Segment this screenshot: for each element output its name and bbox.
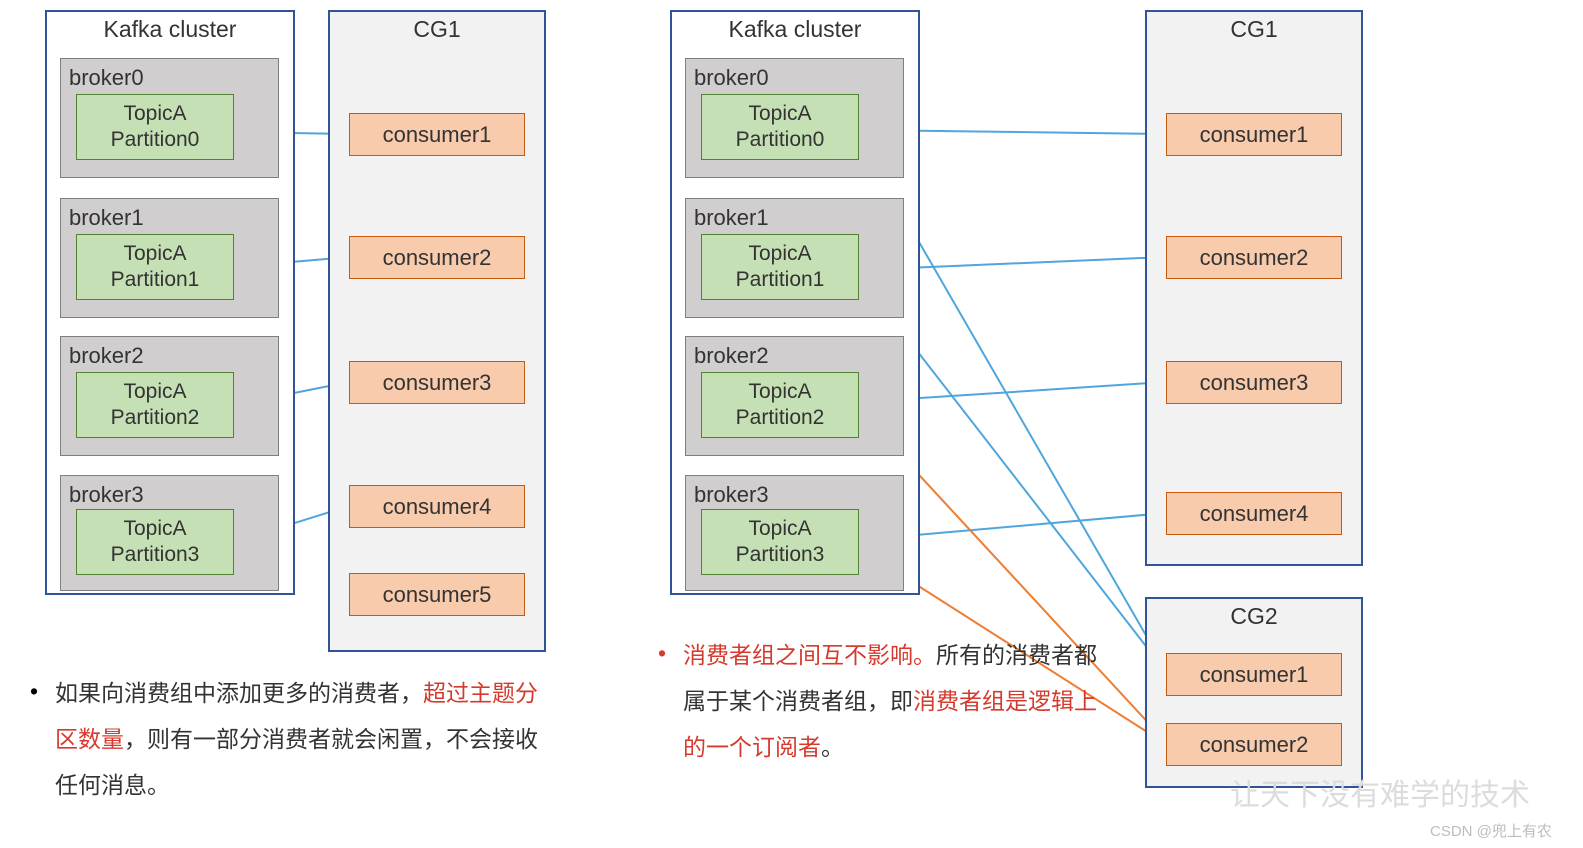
right-partition-1: TopicAPartition1 [701, 234, 859, 300]
right-cg1-consumer-1: consumer1 [1166, 113, 1342, 156]
right-cg1-consumer-2: consumer2 [1166, 236, 1342, 279]
right-cg1: CG1 [1145, 10, 1363, 566]
right-bullet: • [658, 640, 666, 667]
right-partition-2-line2: Partition2 [702, 405, 858, 431]
right-partition-0-line1: TopicA [702, 101, 858, 127]
left-partition-0: TopicAPartition0 [76, 94, 234, 160]
left-partition-0-line2: Partition0 [77, 127, 233, 153]
left-cg1-consumer-5: consumer5 [349, 573, 525, 616]
left-partition-2-line2: Partition2 [77, 405, 233, 431]
watermark: 让天下没有难学的技术 [1230, 770, 1530, 814]
left-cg1: CG1 [328, 10, 546, 652]
left-partition-3-line1: TopicA [77, 516, 233, 542]
right-cg2-title: CG2 [1147, 603, 1361, 630]
right-cg2-consumer-2: consumer2 [1166, 723, 1342, 766]
right-cg1-consumer-4: consumer4 [1166, 492, 1342, 535]
credit: CSDN @兜上有农 [1430, 820, 1552, 841]
right-caption: 消费者组之间互不影响。所有的消费者都属于某个消费者组，即消费者组是逻辑上的一个订… [683, 632, 1113, 770]
right-partition-2-line1: TopicA [702, 379, 858, 405]
right-broker-2-label: broker2 [694, 343, 769, 369]
right-partition-1-line2: Partition1 [702, 267, 858, 293]
left-cg1-consumer-2: consumer2 [349, 236, 525, 279]
left-partition-2-line1: TopicA [77, 379, 233, 405]
left-partition-1: TopicAPartition1 [76, 234, 234, 300]
right-partition-0-line2: Partition0 [702, 127, 858, 153]
right-cg1-title: CG1 [1147, 16, 1361, 43]
left-bullet: • [30, 678, 38, 705]
right-partition-2: TopicAPartition2 [701, 372, 859, 438]
left-partition-3-line2: Partition3 [77, 542, 233, 568]
left-partition-1-line1: TopicA [77, 241, 233, 267]
left-partition-1-line2: Partition1 [77, 267, 233, 293]
left-cg1-consumer-1: consumer1 [349, 113, 525, 156]
left-cg1-consumer-3: consumer3 [349, 361, 525, 404]
right-partition-3: TopicAPartition3 [701, 509, 859, 575]
right-broker-3-label: broker3 [694, 482, 769, 508]
left-broker-1-label: broker1 [69, 205, 144, 231]
right-broker-1-label: broker1 [694, 205, 769, 231]
left-cg1-consumer-4: consumer4 [349, 485, 525, 528]
left-cg1-title: CG1 [330, 16, 544, 43]
left-partition-2: TopicAPartition2 [76, 372, 234, 438]
left-partition-3: TopicAPartition3 [76, 509, 234, 575]
left-caption: 如果向消费组中添加更多的消费者，超过主题分区数量，则有一部分消费者就会闲置，不会… [55, 670, 545, 808]
left-partition-0-line1: TopicA [77, 101, 233, 127]
right-partition-3-line1: TopicA [702, 516, 858, 542]
left-broker-3-label: broker3 [69, 482, 144, 508]
right-partition-3-line2: Partition3 [702, 542, 858, 568]
right-cg2-consumer-1: consumer1 [1166, 653, 1342, 696]
right-partition-1-line1: TopicA [702, 241, 858, 267]
right-cg1-consumer-3: consumer3 [1166, 361, 1342, 404]
left-broker-0-label: broker0 [69, 65, 144, 91]
right-kafka-cluster-title: Kafka cluster [672, 16, 918, 43]
right-partition-0: TopicAPartition0 [701, 94, 859, 160]
left-kafka-cluster-title: Kafka cluster [47, 16, 293, 43]
left-broker-2-label: broker2 [69, 343, 144, 369]
right-broker-0-label: broker0 [694, 65, 769, 91]
